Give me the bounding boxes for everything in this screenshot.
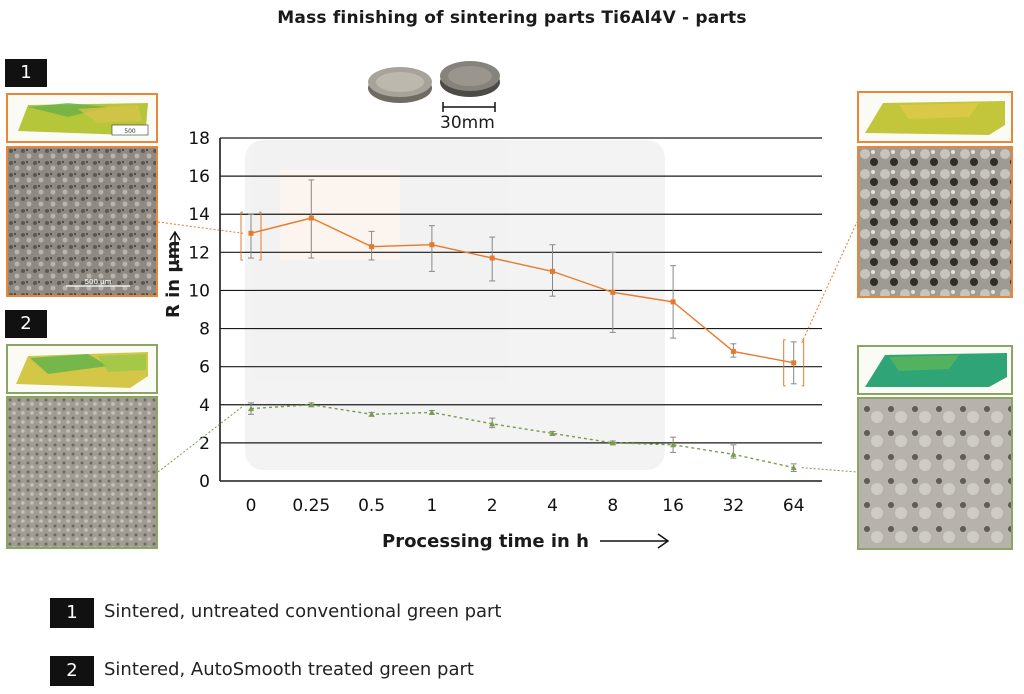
data-point-s2-5 bbox=[549, 430, 556, 436]
data-point-s2-9 bbox=[790, 464, 797, 471]
data-point-s1-4 bbox=[489, 255, 495, 261]
x-axis-title: Processing time in h bbox=[382, 531, 589, 552]
data-point-s1-2 bbox=[369, 244, 375, 250]
data-point-s1-5 bbox=[550, 268, 555, 274]
x-tick-label-7: 16 bbox=[662, 496, 684, 516]
y-tick-label-14: 14 bbox=[188, 205, 210, 225]
part2-final-topography-image bbox=[857, 345, 1013, 395]
coin-pair-photo bbox=[362, 56, 510, 110]
data-point-s2-0 bbox=[248, 405, 254, 412]
legend-badge-2: 2 bbox=[50, 656, 94, 686]
y-tick-label-12: 12 bbox=[188, 243, 210, 263]
sample-badge-1: 1 bbox=[5, 59, 47, 87]
scale-bar-label: 30mm bbox=[440, 113, 495, 133]
connector-part1-end bbox=[801, 221, 858, 344]
data-point-s1-7 bbox=[670, 299, 676, 305]
x-tick-label-2: 0.5 bbox=[358, 496, 385, 516]
x-tick-label-8: 32 bbox=[723, 496, 745, 516]
range-bracket-s1-1 bbox=[783, 339, 805, 387]
series-line-2 bbox=[250, 404, 794, 469]
x-tick-label-3: 1 bbox=[426, 496, 437, 516]
data-point-s2-2 bbox=[368, 411, 375, 417]
series-line-1 bbox=[250, 217, 794, 364]
data-point-s2-4 bbox=[489, 420, 496, 427]
part2-topography-image bbox=[6, 344, 158, 394]
legend-badge-1: 1 bbox=[50, 598, 94, 628]
chart-title: Mass finishing of sintering parts Ti6Al4… bbox=[277, 8, 747, 28]
data-point-s2-7 bbox=[670, 441, 677, 448]
part1-micrograph-image: 500 µm bbox=[6, 146, 158, 297]
right-arrow-icon bbox=[600, 533, 670, 549]
x-tick-label-9: 64 bbox=[783, 496, 805, 516]
part1-final-micrograph-image bbox=[857, 146, 1013, 298]
x-tick-label-6: 8 bbox=[607, 496, 618, 516]
data-point-s1-3 bbox=[429, 242, 435, 248]
y-axis-arrow-icon bbox=[169, 230, 181, 262]
connector-part2-end bbox=[801, 467, 858, 473]
part2-final-micrograph-image bbox=[857, 397, 1013, 550]
y-tick-label-18: 18 bbox=[188, 129, 210, 149]
data-point-s2-3 bbox=[428, 409, 435, 415]
data-point-s1-6 bbox=[610, 289, 616, 295]
y-tick-label-6: 6 bbox=[199, 358, 210, 378]
x-tick-label-1: 0.25 bbox=[292, 496, 330, 516]
legend-text-2: Sintered, AutoSmooth treated green part bbox=[104, 659, 474, 680]
data-point-s1-1 bbox=[308, 215, 314, 221]
legend-text-1: Sintered, untreated conventional green p… bbox=[104, 601, 502, 622]
background-machine-image bbox=[245, 140, 665, 470]
part1-final-topography-image bbox=[857, 91, 1013, 143]
part1-topo-scale: 500 bbox=[124, 128, 136, 135]
data-point-s2-6 bbox=[609, 439, 616, 446]
y-axis-title: R in µm bbox=[163, 240, 184, 318]
y-tick-label-0: 0 bbox=[199, 472, 210, 492]
data-point-s2-8 bbox=[730, 451, 737, 457]
y-tick-label-2: 2 bbox=[199, 434, 210, 454]
x-tick-label-5: 4 bbox=[547, 496, 558, 516]
x-tick-label-4: 2 bbox=[487, 496, 498, 516]
part1-micro-scale: 500 µm bbox=[85, 278, 112, 286]
data-point-s1-8 bbox=[730, 348, 736, 354]
sample-badge-2: 2 bbox=[5, 310, 47, 338]
data-point-s2-1 bbox=[308, 401, 315, 408]
y-tick-label-10: 10 bbox=[188, 281, 210, 301]
y-tick-label-4: 4 bbox=[199, 396, 210, 416]
data-point-s1-0 bbox=[248, 230, 254, 236]
x-tick-label-0: 0 bbox=[246, 496, 257, 516]
part2-micrograph-image bbox=[6, 396, 158, 549]
part1-topography-image: 500 bbox=[6, 93, 158, 143]
scale-bar bbox=[442, 102, 496, 112]
data-point-s1-9 bbox=[791, 360, 797, 366]
range-bracket-s1-0 bbox=[240, 211, 262, 261]
y-tick-label-16: 16 bbox=[188, 167, 210, 187]
y-tick-label-8: 8 bbox=[199, 320, 210, 340]
